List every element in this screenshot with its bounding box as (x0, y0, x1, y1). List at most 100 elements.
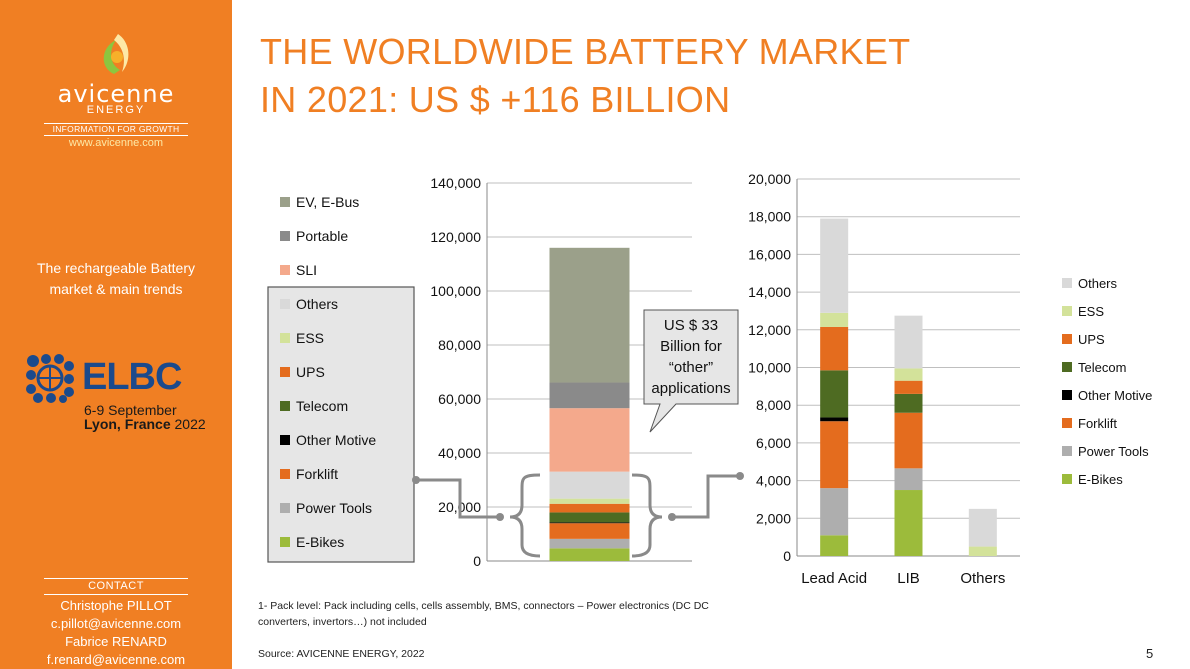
bar-telecom (549, 512, 630, 523)
bar-ess-others (968, 546, 997, 556)
y-tick-label: 100,000 (430, 283, 481, 299)
bar-sli (549, 408, 630, 472)
legend-swatch-ess (1062, 306, 1072, 316)
event-city: Lyon, France (84, 416, 171, 432)
legend-right: Others ESS UPS Telecom Other Motive Forklift P… (1062, 276, 1152, 487)
bar-other-motive (549, 522, 630, 524)
legend-swatch-others (280, 299, 290, 309)
legend-swatch-ups (1062, 334, 1072, 344)
x-tick-label: Lead Acid (801, 570, 867, 587)
legend-label-power-tools: Power Tools (1078, 444, 1149, 459)
y-tick-label: 40,000 (438, 445, 481, 461)
footnote: 1- Pack level: Pack including cells, cel… (258, 598, 798, 630)
contact-email-1[interactable]: c.pillot@avicenne.com (50, 616, 182, 631)
bar-ess-lead-acid (820, 312, 849, 327)
bar-telecom-lead-acid (820, 370, 849, 418)
y-tick-label: 16,000 (748, 246, 791, 262)
bar-others (549, 471, 630, 499)
legend-label-ess: ESS (296, 330, 324, 346)
event-year: 2022 (174, 416, 206, 432)
legend-swatch-others (1062, 278, 1072, 288)
legend-label-ess: ESS (1078, 304, 1104, 319)
contact-label: CONTACT (44, 578, 188, 595)
legend-label-power-tools: Power Tools (296, 500, 372, 516)
brand-url[interactable]: www.avicenne.com (68, 137, 164, 149)
brand-name: avicenne (57, 80, 175, 108)
legend-swatch-portable (280, 231, 290, 241)
avicenne-logo-icon (103, 34, 129, 74)
legend-label-ups: UPS (296, 364, 325, 380)
bar-e-bikes-lead-acid (820, 535, 849, 556)
legend-swatch-other-motive (280, 435, 290, 445)
callout-line-3: “other” (669, 359, 713, 376)
contact-email-2[interactable]: f.renard@avicenne.com (46, 652, 186, 667)
bar-other-motive-lead-acid (820, 417, 849, 422)
legend-label-telecom: Telecom (1078, 360, 1126, 375)
legend-label-others: Others (296, 296, 338, 312)
connector-dots (412, 472, 744, 521)
bar-power-tools-lib (894, 468, 923, 491)
bar-forklift-lib (894, 412, 923, 469)
bar-power-tools (549, 538, 630, 549)
legend-label-telecom: Telecom (296, 398, 348, 414)
bar-forklift (549, 523, 630, 539)
y-tick-label: 4,000 (756, 473, 791, 489)
legend-swatch-telecom (280, 401, 290, 411)
legend-swatch-ess (280, 333, 290, 343)
elbc-globe-icon (26, 354, 74, 403)
x-tick-label: Others (960, 570, 1005, 587)
contact-name-1: Christophe PILLOT (60, 598, 172, 613)
legend-swatch-power-tools (1062, 446, 1072, 456)
legend-label-other-motive: Other Motive (1078, 388, 1152, 403)
legend-label-e-bikes: E-Bikes (1078, 472, 1123, 487)
tagline-line-2: market & main trends (49, 281, 183, 297)
legend-label-e-bikes: E-Bikes (296, 534, 344, 550)
brand-sub: ENERGY (86, 104, 146, 116)
y-tick-label: 140,000 (430, 175, 481, 191)
y-tick-label: 120,000 (430, 229, 481, 245)
contact-name-2: Fabrice RENARD (65, 634, 167, 649)
sidebar: avicenne ENERGY INFORMATION FOR GROWTH w… (0, 0, 232, 669)
page-title-line-2: IN 2021: US $ +116 BILLION (260, 79, 731, 120)
y-tick-label: 2,000 (756, 510, 791, 526)
legend-swatch-e-bikes (280, 537, 290, 547)
bar-ess (549, 498, 630, 504)
callout-line-4: applications (651, 380, 730, 397)
y-tick-label: 6,000 (756, 435, 791, 451)
callout-line-1: US $ 33 (664, 317, 718, 334)
x-tick-label: LIB (897, 570, 920, 587)
legend-swatch-e-bikes (1062, 474, 1072, 484)
bar-power-tools-lead-acid (820, 488, 849, 536)
event-name: ELBC (82, 356, 182, 398)
legend-label-ups: UPS (1078, 332, 1105, 347)
legend-swatch-forklift (280, 469, 290, 479)
y-tick-label: 0 (473, 553, 481, 569)
callout: US $ 33 Billion for “other” applications (643, 309, 739, 433)
sidebar-tagline: The rechargeable Battery market & main t… (18, 258, 214, 300)
legend-swatch-sli (280, 265, 290, 275)
bar-others-lead-acid (820, 218, 849, 313)
legend-label-others: Others (1078, 276, 1118, 291)
bar-e-bikes (549, 548, 630, 561)
legend-swatch-ups (280, 367, 290, 377)
legend-left: EV, E-Bus Portable SLI Others ESS UPS Telecom O… (280, 194, 376, 550)
page-title-line-1: THE WORLDWIDE BATTERY MARKET (260, 31, 911, 72)
bar-telecom-lib (894, 393, 923, 413)
y-tick-label: 12,000 (748, 322, 791, 338)
legend-swatch-forklift (1062, 418, 1072, 428)
chart-other-applications: 0 2,000 4,000 6,000 8,000 10,000 12,000 14,000 1… (748, 171, 1020, 587)
page-number: 5 (1146, 646, 1154, 661)
y-tick-label: 14,000 (748, 284, 791, 300)
tagline-line-1: The rechargeable Battery (37, 260, 195, 276)
y-tick-label: 80,000 (438, 337, 481, 353)
bar-forklift-lead-acid (820, 421, 849, 489)
y-tick-label: 20,000 (748, 171, 791, 187)
legend-swatch-other-motive (1062, 390, 1072, 400)
legend-highlight-box (267, 286, 415, 563)
y-tick-label: 8,000 (756, 397, 791, 413)
legend-label-ev-e-bus: EV, E-Bus (296, 194, 359, 210)
bar-ups-lead-acid (820, 326, 849, 371)
footnote-line-1: 1- Pack level: Pack including cells, cel… (258, 600, 709, 612)
bar-others-others (968, 508, 997, 547)
legend-label-sli: SLI (296, 262, 317, 278)
